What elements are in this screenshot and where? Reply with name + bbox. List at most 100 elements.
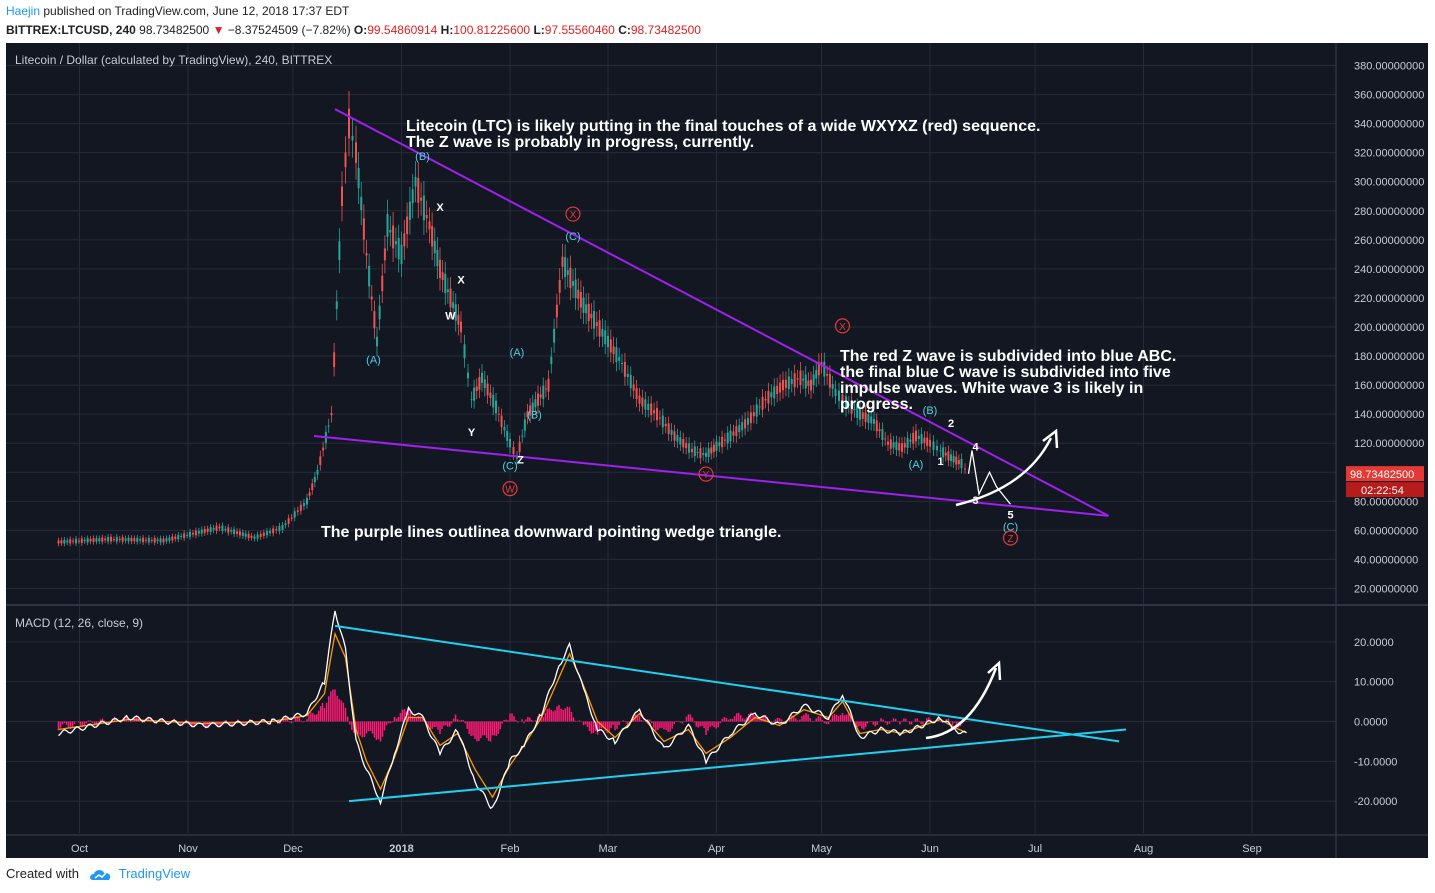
candle-body: [428, 221, 431, 230]
red-wave-circle: [565, 206, 581, 222]
candle-body: [587, 303, 590, 322]
candle-body: [191, 532, 194, 535]
y-tick-label: 200.00000000: [1354, 322, 1424, 334]
open-value: 99.54860914: [367, 23, 438, 37]
candle-body: [609, 339, 612, 353]
candle-body: [77, 540, 80, 542]
candle-body: [726, 432, 729, 444]
blue-wave-label: (A): [909, 459, 924, 471]
candle-body: [547, 378, 550, 392]
candle-body: [224, 529, 227, 531]
candle-body: [127, 537, 130, 542]
candle-body: [189, 531, 192, 537]
candle-body: [221, 525, 224, 531]
candle-body: [139, 538, 142, 541]
candle-body: [920, 433, 923, 444]
white-wave-label: Y: [468, 427, 476, 439]
macd-line: [58, 610, 967, 810]
y-tick-label: 120.00000000: [1354, 438, 1424, 450]
candle-body: [241, 532, 244, 536]
chart-canvas[interactable]: Oct Nov Dec 2018 Feb Mar Apr May Jun Jul Aug Sep380…: [6, 43, 1428, 858]
candle-body: [308, 492, 311, 496]
annotation-text: The Z wave is probably in progress, curr…: [406, 134, 754, 151]
candle-body: [203, 529, 206, 533]
candle-body: [702, 452, 705, 455]
candle-body: [758, 406, 761, 408]
annotation-text: The purple lines outlinea downward point…: [321, 524, 781, 541]
candle-body: [322, 447, 325, 451]
low-value: 97.55560460: [544, 23, 615, 37]
red-wave-circle: [502, 481, 518, 497]
candle-body: [351, 135, 354, 141]
tradingview-link[interactable]: TradingView: [118, 866, 191, 881]
candle-body: [623, 361, 626, 377]
candle-body: [319, 456, 322, 465]
candle-body: [773, 386, 776, 399]
candle-body: [820, 362, 823, 365]
candle-body: [755, 404, 758, 417]
candle-body: [107, 536, 110, 542]
candle-body: [718, 442, 721, 446]
candle-body: [333, 352, 336, 368]
candle-body: [83, 539, 86, 542]
candle-body: [892, 442, 895, 448]
candle-body: [392, 225, 395, 249]
candle-body: [767, 390, 770, 404]
candle-body: [145, 539, 147, 541]
candle-body: [932, 441, 935, 450]
candle-body: [601, 328, 604, 337]
candle-body: [721, 436, 724, 448]
down-arrow-icon: ▼: [212, 23, 225, 37]
candle-body: [632, 384, 635, 391]
candle-body: [121, 537, 124, 542]
candle-body: [887, 441, 889, 445]
candle-body: [197, 530, 200, 534]
candle-body: [486, 383, 489, 396]
y-tick-label: 180.00000000: [1354, 351, 1424, 363]
candle-body: [815, 370, 818, 379]
y-tick-label: 160.00000000: [1354, 380, 1424, 392]
candle-body: [744, 419, 747, 429]
candle-body: [376, 336, 378, 347]
candle-body: [804, 374, 807, 389]
candle-body: [478, 376, 481, 390]
blue-wave-label: (B): [415, 151, 430, 163]
blue-wave-label: (C): [502, 460, 517, 472]
candle-body: [638, 395, 641, 404]
candle-body: [417, 178, 420, 203]
candle-body: [915, 430, 917, 442]
candle-body: [607, 335, 609, 348]
macd-pane[interactable]: [57, 610, 1127, 810]
candle-body: [373, 311, 376, 329]
candle-body: [327, 425, 330, 427]
candle-body: [259, 533, 262, 537]
candle-body: [133, 538, 136, 542]
candle-body: [776, 385, 779, 395]
candle-body: [960, 458, 963, 469]
red-wave-label: Z: [1007, 534, 1013, 545]
candle-body: [641, 397, 644, 407]
chart-panel[interactable]: Oct Nov Dec 2018 Feb Mar Apr May Jun Jul Aug Sep 380…: [6, 43, 1428, 858]
candle-body: [414, 176, 417, 187]
candle-body: [130, 538, 133, 542]
candle-body: [964, 468, 966, 470]
red-wave-label: X: [839, 322, 846, 333]
candle-body: [735, 426, 738, 436]
candle-body: [626, 373, 629, 377]
candle-body: [618, 357, 621, 361]
candle-body: [707, 448, 710, 457]
candle-body: [917, 435, 920, 439]
candle-body: [942, 447, 945, 458]
candle-body: [658, 417, 661, 419]
candle-body: [104, 538, 107, 541]
y-tick-label: 260.00000000: [1354, 235, 1424, 247]
author-link[interactable]: Haejin: [6, 4, 41, 18]
candle-body: [861, 412, 864, 419]
wedge-trendline: [313, 434, 1109, 517]
annotation-text: impulse waves. White wave 3 is likely in: [840, 380, 1143, 397]
price-pane[interactable]: [57, 91, 1109, 547]
y-tick-label: 280.00000000: [1354, 206, 1424, 218]
candle-body: [673, 431, 676, 441]
y-tick-label: 340.00000000: [1354, 119, 1424, 131]
candle-body: [411, 189, 414, 204]
